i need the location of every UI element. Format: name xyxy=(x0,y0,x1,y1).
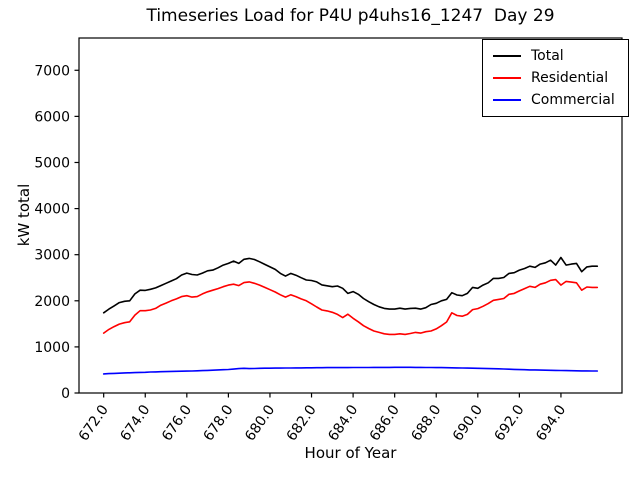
series-line-residential xyxy=(102,278,599,336)
x-tick-label: 686.0 xyxy=(367,402,403,444)
x-tick-label: 694.0 xyxy=(533,402,569,444)
x-axis-label: Hour of Year xyxy=(304,444,397,462)
y-tick-label: 7000 xyxy=(34,63,70,79)
x-tick-label: 690.0 xyxy=(450,402,486,444)
y-tick-label: 3000 xyxy=(34,248,70,264)
y-tick-label: 1000 xyxy=(34,340,70,356)
y-axis-label: kW total xyxy=(15,183,33,247)
x-tick-label: 674.0 xyxy=(117,402,153,444)
series-line-commercial xyxy=(102,366,599,375)
x-tick-label: 676.0 xyxy=(159,402,195,444)
y-tick-label: 5000 xyxy=(34,155,70,171)
legend-entry-residential: Residential xyxy=(493,71,618,85)
legend-label-commercial: Commercial xyxy=(531,92,615,108)
commercial-line-swatch xyxy=(493,99,521,101)
residential-line-swatch xyxy=(493,77,521,79)
y-tick-label: 4000 xyxy=(34,202,70,218)
legend-entry-commercial: Commercial xyxy=(493,93,618,107)
x-tick-label: 672.0 xyxy=(76,402,112,444)
x-tick-label: 678.0 xyxy=(201,402,237,444)
x-tick-label: 682.0 xyxy=(284,402,320,444)
plot-border xyxy=(78,37,623,394)
y-tick-label: 2000 xyxy=(34,294,70,310)
legend-label-total: Total xyxy=(531,48,564,64)
x-tick-label: 680.0 xyxy=(242,402,278,444)
x-tick-label: 684.0 xyxy=(325,402,361,444)
chart-title: Timeseries Load for P4U p4uhs16_1247 Day… xyxy=(146,6,555,26)
y-tick-label: 6000 xyxy=(34,109,70,125)
legend: Total Residential Commercial xyxy=(482,39,629,117)
legend-label-residential: Residential xyxy=(531,70,609,86)
series-line-total xyxy=(102,256,599,314)
total-line-swatch xyxy=(493,55,521,57)
legend-entry-total: Total xyxy=(493,49,618,63)
x-tick-label: 692.0 xyxy=(492,402,528,444)
x-tick-label: 688.0 xyxy=(408,402,444,444)
y-tick-label: 0 xyxy=(61,386,70,402)
